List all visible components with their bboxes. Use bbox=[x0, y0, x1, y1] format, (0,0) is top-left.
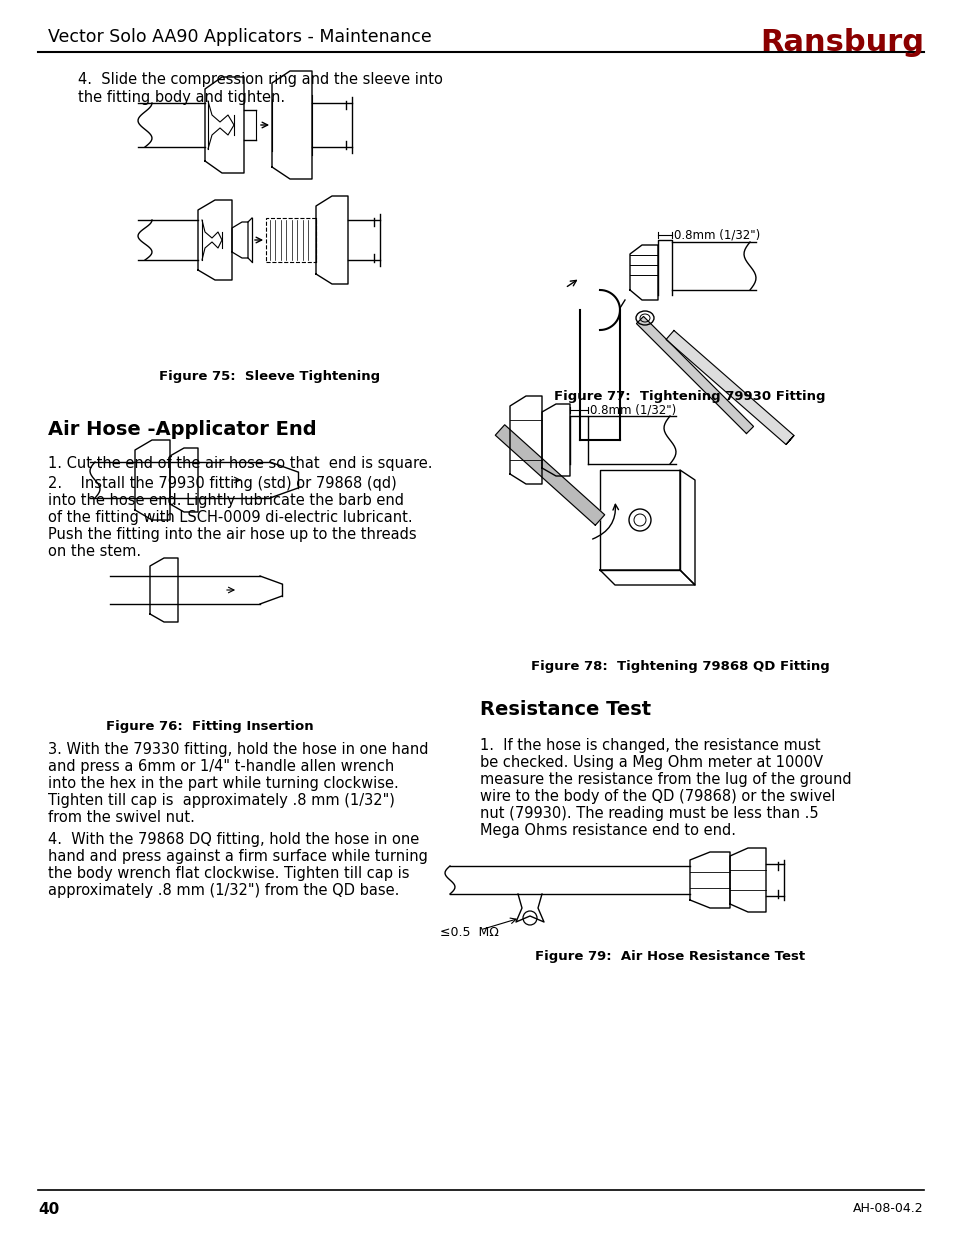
Text: 0.8mm (1/32"): 0.8mm (1/32") bbox=[589, 404, 676, 416]
Polygon shape bbox=[665, 331, 793, 445]
Text: Tighten till cap is  approximately .8 mm (1/32"): Tighten till cap is approximately .8 mm … bbox=[48, 793, 395, 808]
Text: 2.    Install the 79930 fitting (std) or 79868 (qd): 2. Install the 79930 fitting (std) or 79… bbox=[48, 475, 396, 492]
Text: Figure 76:  Fitting Insertion: Figure 76: Fitting Insertion bbox=[106, 720, 314, 734]
Text: Push the fitting into the air hose up to the threads: Push the fitting into the air hose up to… bbox=[48, 527, 416, 542]
Text: of the fitting with LSCH-0009 di-electric lubricant.: of the fitting with LSCH-0009 di-electri… bbox=[48, 510, 413, 525]
Text: Vector Solo AA90 Applicators - Maintenance: Vector Solo AA90 Applicators - Maintenan… bbox=[48, 28, 432, 46]
Text: wire to the body of the QD (79868) or the swivel: wire to the body of the QD (79868) or th… bbox=[479, 789, 835, 804]
Text: the body wrench flat clockwise. Tighten till cap is: the body wrench flat clockwise. Tighten … bbox=[48, 866, 409, 881]
Text: 1. Cut the end of the air hose so that  end is square.: 1. Cut the end of the air hose so that e… bbox=[48, 456, 432, 471]
Text: Air Hose -Applicator End: Air Hose -Applicator End bbox=[48, 420, 316, 438]
Text: into the hex in the part while turning clockwise.: into the hex in the part while turning c… bbox=[48, 776, 398, 790]
Text: Figure 77:  Tightening 79930 Fitting: Figure 77: Tightening 79930 Fitting bbox=[554, 390, 825, 403]
Text: nut (79930). The reading must be less than .5: nut (79930). The reading must be less th… bbox=[479, 806, 818, 821]
Text: AH-08-04.2: AH-08-04.2 bbox=[853, 1202, 923, 1215]
Text: Ransburg: Ransburg bbox=[760, 28, 923, 57]
Text: 1.  If the hose is changed, the resistance must: 1. If the hose is changed, the resistanc… bbox=[479, 739, 820, 753]
Text: Resistance Test: Resistance Test bbox=[479, 700, 651, 719]
Text: the fitting body and tighten.: the fitting body and tighten. bbox=[78, 90, 285, 105]
Text: Figure 75:  Sleeve Tightening: Figure 75: Sleeve Tightening bbox=[159, 370, 380, 383]
Text: from the swivel nut.: from the swivel nut. bbox=[48, 810, 194, 825]
Text: on the stem.: on the stem. bbox=[48, 543, 141, 559]
Bar bbox=[266, 219, 315, 262]
Text: ≤0.5  MΩ: ≤0.5 MΩ bbox=[439, 925, 498, 939]
Text: 40: 40 bbox=[38, 1202, 59, 1216]
Polygon shape bbox=[495, 425, 604, 525]
Text: 4.  With the 79868 DQ fitting, hold the hose in one: 4. With the 79868 DQ fitting, hold the h… bbox=[48, 832, 418, 847]
Polygon shape bbox=[636, 316, 753, 433]
Text: 3. With the 79330 fitting, hold the hose in one hand: 3. With the 79330 fitting, hold the hose… bbox=[48, 742, 428, 757]
Text: Mega Ohms resistance end to end.: Mega Ohms resistance end to end. bbox=[479, 823, 735, 839]
Text: Figure 78:  Tightening 79868 QD Fitting: Figure 78: Tightening 79868 QD Fitting bbox=[530, 659, 828, 673]
Text: approximately .8 mm (1/32") from the QD base.: approximately .8 mm (1/32") from the QD … bbox=[48, 883, 399, 898]
Text: Figure 79:  Air Hose Resistance Test: Figure 79: Air Hose Resistance Test bbox=[535, 950, 804, 963]
Text: 4.  Slide the compression ring and the sleeve into: 4. Slide the compression ring and the sl… bbox=[78, 72, 442, 86]
Text: and press a 6mm or 1/4" t-handle allen wrench: and press a 6mm or 1/4" t-handle allen w… bbox=[48, 760, 394, 774]
Text: into the hose end. Lightly lubricate the barb end: into the hose end. Lightly lubricate the… bbox=[48, 493, 403, 508]
Text: be checked. Using a Meg Ohm meter at 1000V: be checked. Using a Meg Ohm meter at 100… bbox=[479, 755, 822, 769]
Text: hand and press against a firm surface while turning: hand and press against a firm surface wh… bbox=[48, 848, 428, 864]
Text: 0.8mm (1/32"): 0.8mm (1/32") bbox=[673, 228, 760, 242]
Text: measure the resistance from the lug of the ground: measure the resistance from the lug of t… bbox=[479, 772, 851, 787]
